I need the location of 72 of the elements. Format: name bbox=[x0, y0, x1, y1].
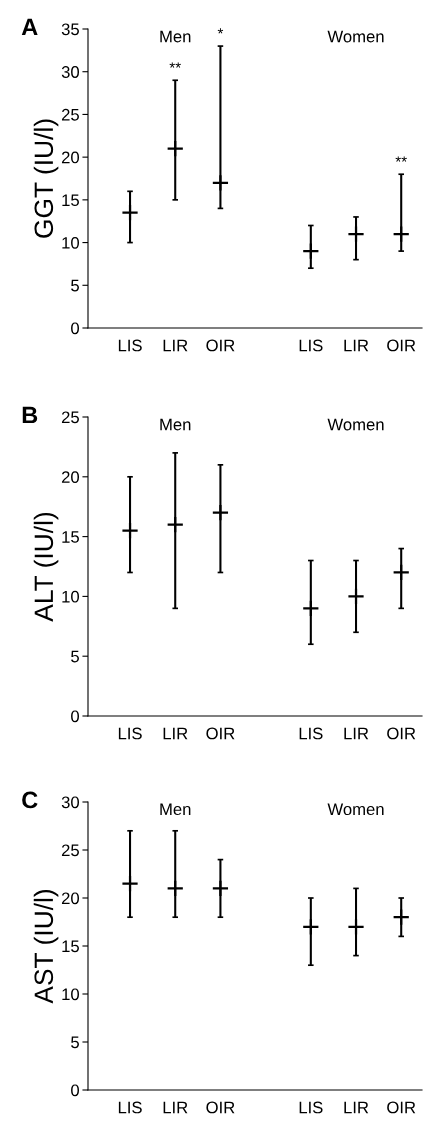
point bbox=[347, 587, 365, 606]
x-tick-label: LIR bbox=[163, 727, 188, 740]
x-tick-label: LIS bbox=[118, 1101, 142, 1114]
y-tick-label: 5 bbox=[71, 279, 79, 292]
y-tick-label: 25 bbox=[61, 108, 79, 121]
x-tick-label: OIR bbox=[206, 339, 235, 352]
point bbox=[166, 879, 184, 898]
point bbox=[166, 515, 184, 534]
annotation: Women bbox=[327, 30, 384, 43]
y-tick-label: 35 bbox=[61, 23, 79, 36]
point bbox=[347, 918, 365, 936]
chart-title: B bbox=[22, 406, 38, 424]
y-tick-label: 10 bbox=[62, 988, 80, 1001]
y-tick-label: 20 bbox=[61, 151, 80, 164]
y-axis-title: ALT (IU/l) bbox=[33, 512, 59, 622]
point bbox=[121, 521, 139, 540]
y-tick-label: 20 bbox=[61, 892, 80, 905]
y-tick-label: 10 bbox=[62, 590, 80, 603]
y-tick-label: 5 bbox=[71, 1036, 79, 1049]
annotation: ** bbox=[395, 156, 407, 162]
point bbox=[121, 874, 139, 893]
annotation: Women bbox=[327, 803, 384, 816]
point bbox=[211, 879, 230, 898]
point bbox=[211, 174, 230, 192]
y-axis-title: GGT (IU/l) bbox=[33, 119, 59, 238]
y-tick-label: 0 bbox=[71, 710, 80, 723]
x-tick-label: LIR bbox=[344, 339, 369, 352]
x-tick-label: LIR bbox=[344, 727, 369, 740]
chart-title: A bbox=[21, 18, 38, 36]
point bbox=[211, 503, 230, 522]
annotation: Men bbox=[160, 803, 191, 816]
y-tick-label: 30 bbox=[61, 66, 80, 78]
point bbox=[166, 139, 184, 158]
annotation: Men bbox=[160, 30, 191, 43]
x-tick-label: OIR bbox=[387, 1101, 416, 1114]
y-tick-label: 15 bbox=[62, 940, 79, 953]
annotation: Women bbox=[327, 418, 384, 431]
y-tick-label: 5 bbox=[71, 650, 79, 663]
annotation: ** bbox=[169, 62, 181, 68]
point bbox=[392, 563, 410, 582]
y-tick-label: 10 bbox=[62, 236, 80, 249]
point bbox=[121, 203, 139, 222]
x-tick-label: OIR bbox=[206, 727, 235, 740]
y-tick-label: 25 bbox=[61, 411, 79, 424]
y-tick-label: 15 bbox=[62, 531, 79, 543]
point bbox=[347, 225, 365, 243]
x-tick-label: LIS bbox=[118, 339, 142, 352]
x-tick-label: LIS bbox=[118, 727, 142, 740]
x-tick-label: LIR bbox=[163, 1101, 188, 1114]
annotation: * bbox=[217, 28, 224, 34]
annotation: Men bbox=[160, 418, 191, 431]
x-tick-label: OIR bbox=[387, 339, 416, 352]
x-tick-label: LIS bbox=[299, 1101, 323, 1114]
y-tick-label: 20 bbox=[61, 471, 80, 483]
x-tick-label: LIS bbox=[299, 727, 323, 740]
point bbox=[302, 599, 320, 618]
y-tick-label: 0 bbox=[71, 1084, 80, 1097]
y-tick-label: 15 bbox=[62, 194, 79, 207]
x-tick-label: LIR bbox=[163, 339, 188, 352]
y-tick-label: 0 bbox=[71, 322, 80, 335]
point bbox=[302, 242, 320, 260]
x-tick-label: OIR bbox=[206, 1101, 235, 1114]
y-tick-label: 30 bbox=[61, 796, 80, 809]
chart-title: C bbox=[22, 791, 38, 809]
point bbox=[392, 908, 410, 926]
point bbox=[392, 225, 410, 243]
x-tick-label: LIS bbox=[299, 339, 323, 352]
point bbox=[302, 918, 320, 936]
x-tick-label: LIR bbox=[344, 1101, 369, 1114]
x-tick-label: OIR bbox=[387, 727, 416, 740]
y-tick-label: 25 bbox=[61, 844, 79, 857]
y-axis-title: AST (IU/l) bbox=[33, 889, 59, 1004]
